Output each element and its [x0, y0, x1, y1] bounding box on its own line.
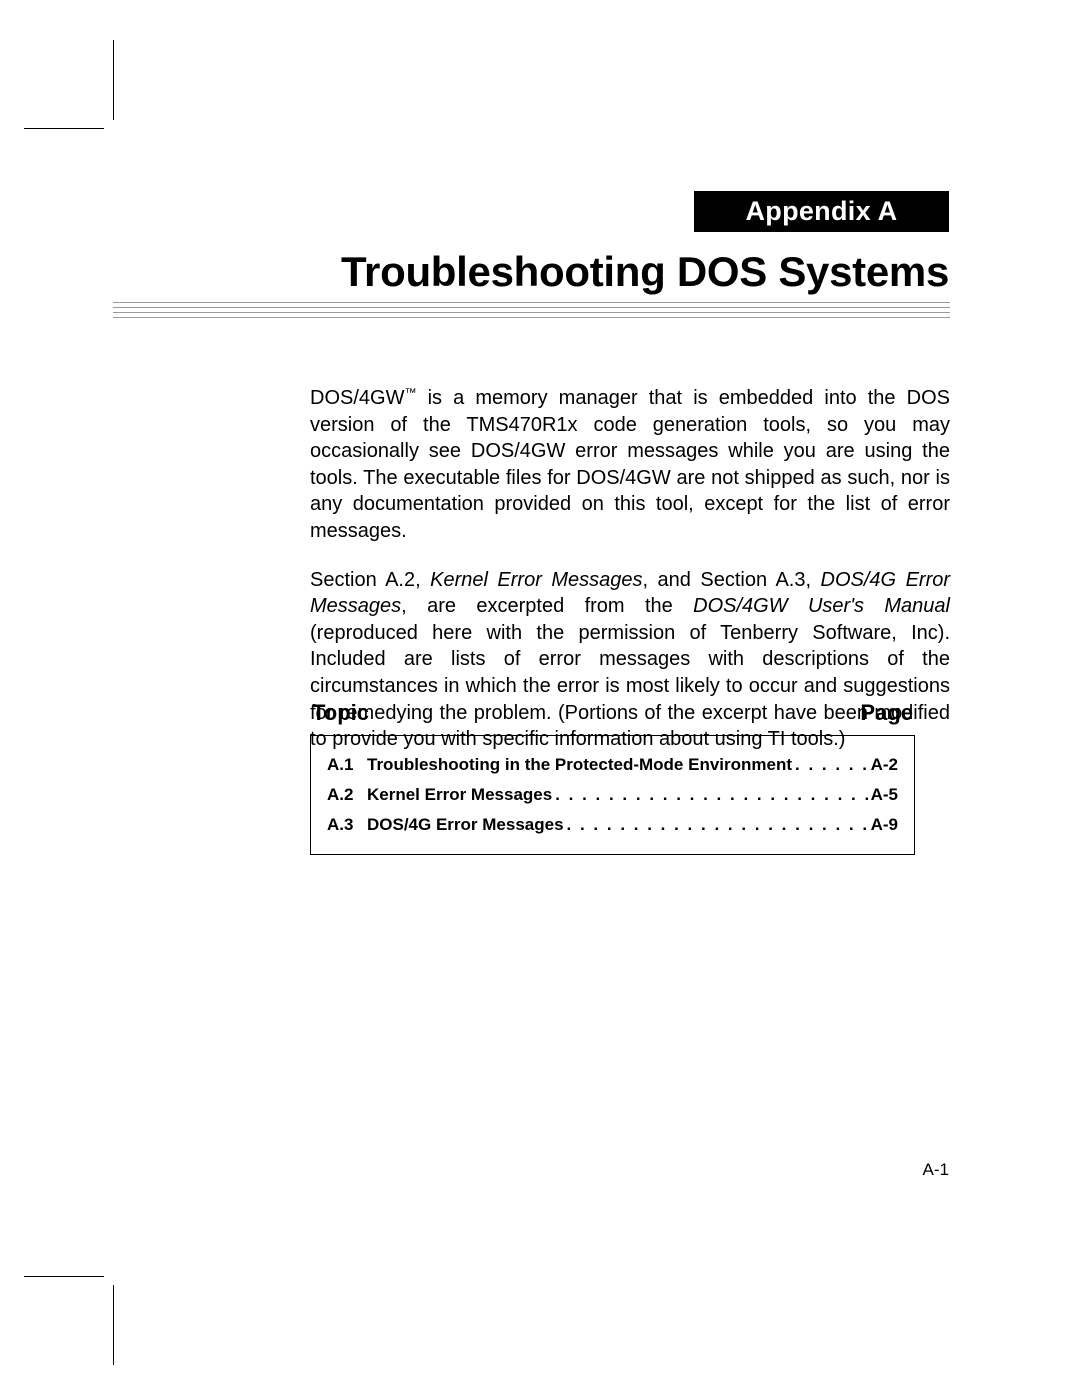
text-run: , and Section A.3, — [643, 569, 821, 591]
trademark-symbol: ™ — [404, 385, 416, 399]
appendix-label: Appendix A — [694, 191, 949, 232]
crop-mark — [113, 1285, 114, 1365]
page-title: Troubleshooting DOS Systems — [113, 248, 949, 296]
table-of-contents: Topic Page A.1 Troubleshooting in the Pr… — [310, 700, 915, 855]
crop-mark — [24, 1276, 104, 1277]
toc-header: Topic Page — [310, 700, 915, 726]
toc-header-page: Page — [860, 700, 913, 726]
page: Appendix A Troubleshooting DOS Systems D… — [0, 0, 1080, 1397]
toc-row: A.3 DOS/4G Error Messages A-9 — [327, 810, 898, 840]
toc-row: A.2 Kernel Error Messages A-5 — [327, 780, 898, 810]
crop-mark — [113, 40, 114, 120]
toc-dots — [555, 785, 867, 805]
toc-page: A-2 — [871, 755, 898, 775]
text-italic: DOS/4GW User's Manual — [693, 595, 950, 617]
horizontal-rules — [113, 302, 950, 318]
text-run: DOS/4GW — [310, 387, 404, 409]
toc-header-topic: Topic — [312, 700, 369, 726]
toc-page: A-5 — [871, 785, 898, 805]
paragraph-1: DOS/4GW™ is a memory manager that is emb… — [310, 385, 950, 545]
toc-title: Kernel Error Messages — [367, 785, 552, 805]
text-run: is a memory manager that is embedded int… — [310, 387, 950, 542]
toc-page: A-9 — [871, 815, 898, 835]
toc-title: DOS/4G Error Messages — [367, 815, 564, 835]
toc-dots — [567, 815, 868, 835]
text-run: Section A.2, — [310, 569, 430, 591]
text-run: , are excerpted from the — [401, 595, 693, 617]
toc-num: A.1 — [327, 755, 367, 775]
toc-box: A.1 Troubleshooting in the Protected-Mod… — [310, 735, 915, 855]
page-number: A-1 — [113, 1160, 949, 1180]
toc-title: Troubleshooting in the Protected-Mode En… — [367, 755, 792, 775]
toc-num: A.2 — [327, 785, 367, 805]
text-italic: Kernel Error Messages — [430, 569, 642, 591]
body-text: DOS/4GW™ is a memory manager that is emb… — [310, 385, 950, 753]
toc-num: A.3 — [327, 815, 367, 835]
crop-mark — [24, 128, 104, 129]
toc-row: A.1 Troubleshooting in the Protected-Mod… — [327, 750, 898, 780]
toc-dots — [795, 755, 868, 775]
